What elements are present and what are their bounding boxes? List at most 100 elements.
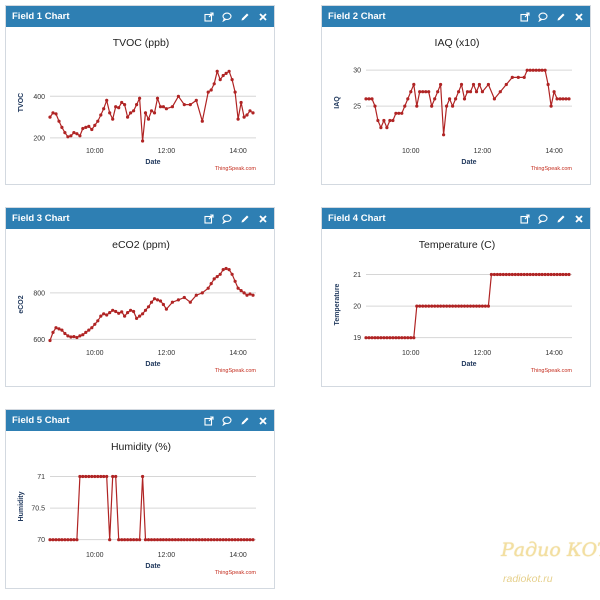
comment-icon[interactable] <box>538 12 548 22</box>
data-point <box>546 82 550 87</box>
data-point <box>364 336 368 340</box>
data-point <box>146 538 151 542</box>
data-point <box>409 90 413 94</box>
comment-icon[interactable] <box>222 12 232 22</box>
data-point <box>236 286 240 290</box>
data-point <box>424 90 428 94</box>
data-point <box>114 105 118 109</box>
data-point <box>379 126 383 130</box>
data-point <box>436 90 440 94</box>
x-tick-label: 12:00 <box>158 148 176 155</box>
data-point <box>197 538 201 542</box>
x-tick-label: 10:00 <box>402 350 420 357</box>
external-link-icon[interactable] <box>520 213 530 224</box>
y-tick-label: 25 <box>353 104 361 111</box>
data-point <box>129 538 133 542</box>
data-point <box>135 103 139 107</box>
close-icon[interactable] <box>258 12 268 22</box>
data-point <box>96 119 100 123</box>
data-point <box>108 311 112 315</box>
pencil-icon[interactable] <box>240 214 250 224</box>
pencil-icon[interactable] <box>240 12 250 22</box>
field-2-chart-panel: Field 2 Chart IAQ (x10) 25 30 10:00 12:00 14:… <box>321 5 591 185</box>
close-icon[interactable] <box>574 214 584 224</box>
data-point <box>158 105 163 109</box>
comment-icon[interactable] <box>538 214 548 224</box>
data-point <box>141 312 145 316</box>
data-point <box>209 88 213 92</box>
watermark-logo-text: Радио КОТ <box>501 539 600 561</box>
data-point <box>516 75 520 79</box>
data-point <box>400 336 404 340</box>
data-point <box>248 292 252 296</box>
data-point <box>155 538 160 542</box>
data-point <box>114 474 118 479</box>
external-link-icon[interactable] <box>204 213 214 224</box>
data-point <box>492 97 496 101</box>
external-link-icon[interactable] <box>204 11 214 22</box>
pencil-icon[interactable] <box>556 12 566 22</box>
data-point <box>415 304 419 308</box>
data-point <box>459 82 464 87</box>
data-point <box>117 106 121 110</box>
x-tick-label: 12:00 <box>474 148 492 155</box>
y-tick-label: 21 <box>353 272 361 279</box>
data-point <box>69 134 73 138</box>
data-point <box>164 307 168 311</box>
data-point <box>120 538 124 542</box>
comment-icon[interactable] <box>222 416 232 426</box>
data-point <box>367 336 371 340</box>
data-point <box>221 268 225 272</box>
y-tick-label: 70 <box>37 537 45 544</box>
close-icon[interactable] <box>258 416 268 426</box>
data-point <box>486 304 490 308</box>
external-link-icon[interactable] <box>520 11 530 22</box>
data-point <box>108 538 112 542</box>
close-icon[interactable] <box>258 214 268 224</box>
data-point <box>141 474 145 479</box>
data-point <box>161 105 165 109</box>
comment-icon[interactable] <box>222 214 232 224</box>
data-point <box>126 538 130 542</box>
data-point <box>430 104 434 108</box>
data-point <box>504 82 508 87</box>
data-point <box>167 538 171 542</box>
data-point <box>522 272 526 277</box>
y-tick-label: 800 <box>33 290 45 297</box>
data-point <box>564 272 568 277</box>
data-point <box>227 69 231 73</box>
y-tick-label: 19 <box>353 335 361 342</box>
data-point <box>477 304 481 308</box>
data-point <box>108 111 112 115</box>
external-link-icon[interactable] <box>204 415 214 426</box>
data-point <box>60 328 64 332</box>
y-tick-label: 71 <box>37 474 45 481</box>
data-point <box>552 90 556 94</box>
data-point <box>176 298 180 302</box>
data-point <box>439 304 443 308</box>
data-point <box>158 538 163 542</box>
pencil-icon[interactable] <box>240 416 250 426</box>
close-icon[interactable] <box>574 12 584 22</box>
data-point <box>555 272 559 277</box>
data-point <box>370 336 374 340</box>
data-point <box>66 334 70 338</box>
data-point <box>242 538 246 542</box>
y-axis-title: Temperature <box>334 283 341 325</box>
data-point <box>513 272 517 277</box>
eco2-chart: eCO2 (ppm) 600 800 10:00 12:00 14:00 Date eCO2 T… <box>18 239 256 374</box>
data-point <box>99 314 103 318</box>
data-point <box>132 309 136 314</box>
data-point <box>376 336 380 340</box>
data-point <box>442 133 446 137</box>
data-point <box>81 333 85 337</box>
data-point <box>209 282 213 286</box>
data-point <box>549 272 553 277</box>
data-point <box>370 97 374 101</box>
data-point <box>66 538 70 542</box>
pencil-icon[interactable] <box>556 214 566 224</box>
data-point <box>185 538 189 542</box>
data-point <box>69 335 73 339</box>
data-point <box>194 98 198 102</box>
data-point <box>57 538 61 542</box>
